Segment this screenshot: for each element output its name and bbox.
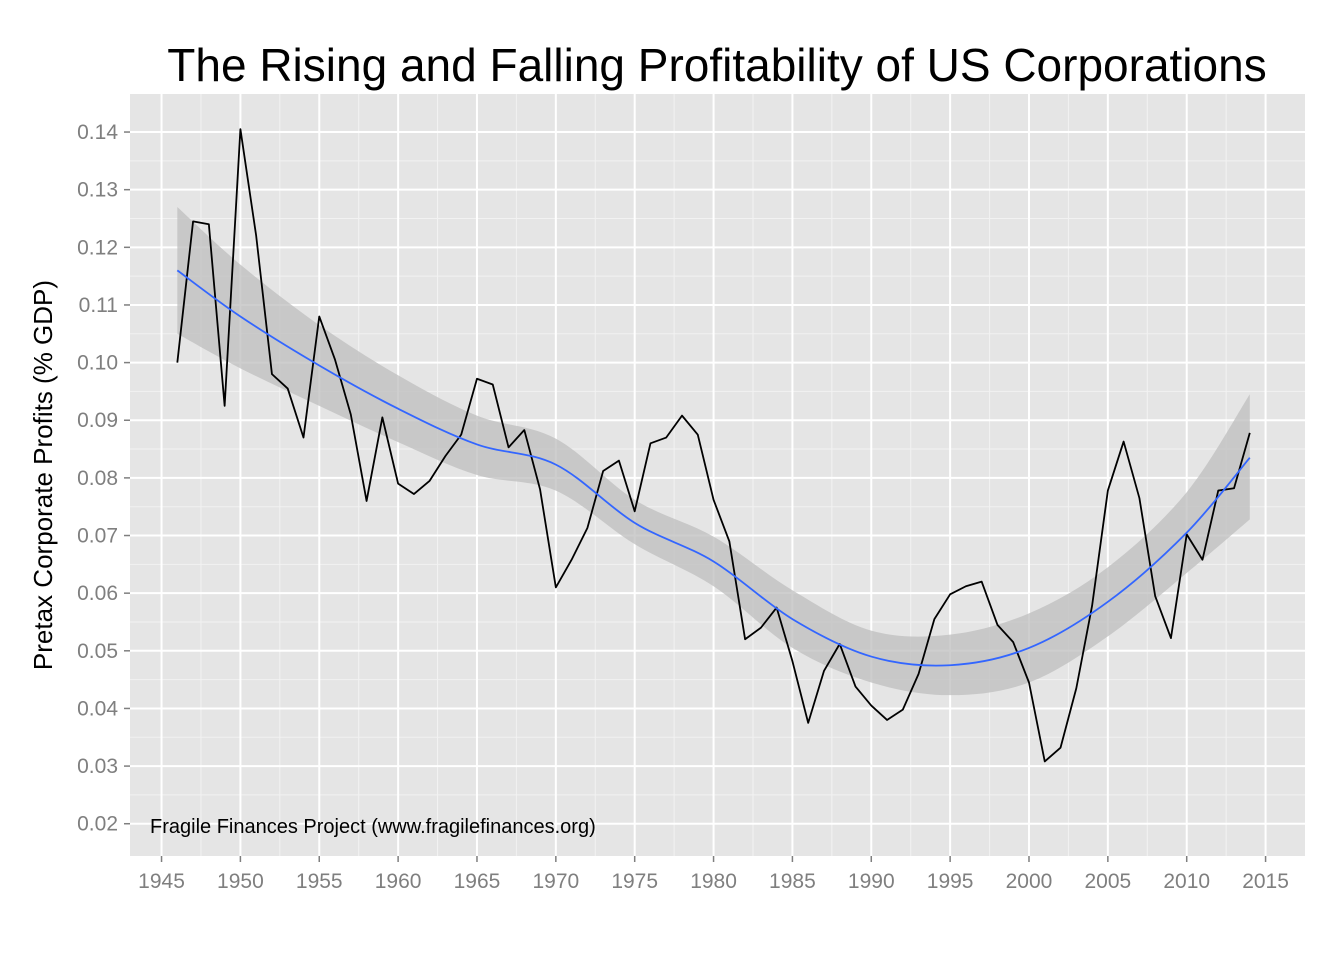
smooth-trend-line xyxy=(176,269,1251,667)
x-tick-label: 1990 xyxy=(848,870,895,893)
y-tick-label: 0.12 xyxy=(77,236,118,259)
minor-gridlines xyxy=(130,94,1305,856)
y-tick-label: 0.07 xyxy=(77,525,118,548)
y-tick-label: 0.02 xyxy=(77,813,118,836)
plot-panel xyxy=(130,94,1305,856)
y-tick-label: 0.10 xyxy=(77,352,118,375)
chart-title: The Rising and Falling Profitability of … xyxy=(167,39,1267,91)
x-tick-label: 1995 xyxy=(927,870,974,893)
x-tick-label: 1965 xyxy=(454,870,501,893)
y-tick-label: 0.13 xyxy=(77,179,118,202)
y-tick-label: 0.03 xyxy=(77,755,118,778)
y-axis-label: Pretax Corporate Profits (% GDP) xyxy=(28,280,58,670)
profits-line xyxy=(176,128,1251,763)
x-tick-label: 1985 xyxy=(769,870,816,893)
x-tick-label: 1950 xyxy=(217,870,264,893)
y-axis: 0.02 0.03 0.04 0.05 0.06 0.07 0.08 0.09 0.10 0.11… xyxy=(77,121,130,836)
x-tick-label: 2015 xyxy=(1242,870,1289,893)
series-layer xyxy=(176,128,1251,763)
y-tick-label: 0.11 xyxy=(79,294,118,317)
x-tick-label: 1975 xyxy=(611,870,658,893)
x-tick-label: 2000 xyxy=(1006,870,1053,893)
major-gridlines xyxy=(130,94,1305,856)
y-tick-label: 0.14 xyxy=(77,121,118,144)
x-tick-label: 1960 xyxy=(375,870,422,893)
y-tick-label: 0.08 xyxy=(77,467,118,490)
x-tick-label: 2005 xyxy=(1084,870,1131,893)
x-axis: 1945 1950 1955 1960 1965 1970 1975 1980 1985 1990… xyxy=(138,856,1289,893)
y-tick-label: 0.09 xyxy=(77,409,118,432)
y-tick-label: 0.06 xyxy=(77,582,118,605)
source-annotation: Fragile Finances Project (www.fragilefin… xyxy=(150,816,596,838)
x-tick-label: 1980 xyxy=(690,870,737,893)
x-tick-label: 1945 xyxy=(138,870,185,893)
x-tick-label: 2010 xyxy=(1163,870,1210,893)
y-tick-label: 0.04 xyxy=(77,697,118,720)
x-tick-label: 1955 xyxy=(296,870,343,893)
y-tick-label: 0.05 xyxy=(77,640,118,663)
x-tick-label: 1970 xyxy=(532,870,579,893)
